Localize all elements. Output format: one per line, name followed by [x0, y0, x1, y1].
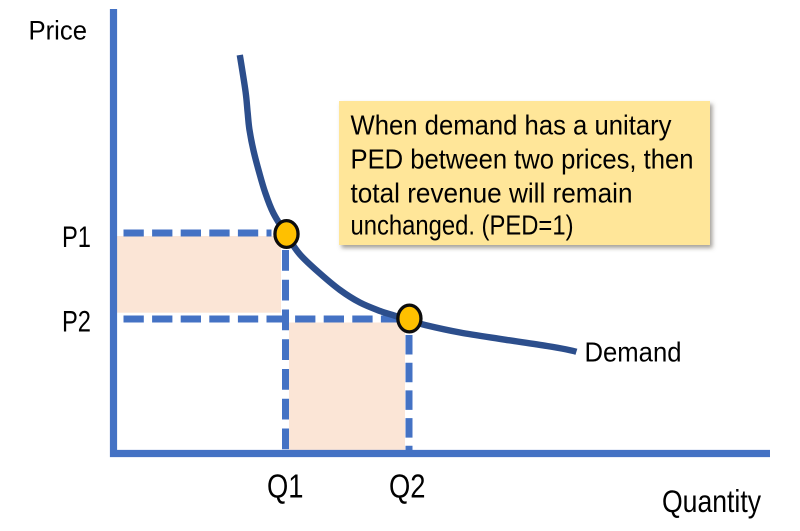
svg-text:Q2: Q2 [389, 468, 426, 505]
svg-text:Demand: Demand [585, 336, 682, 367]
svg-text:Q1: Q1 [267, 468, 304, 505]
svg-text:unchanged. (PED=1): unchanged. (PED=1) [351, 210, 574, 241]
svg-text:total revenue will remain: total revenue will remain [351, 178, 633, 209]
svg-text:When demand has a unitary: When demand has a unitary [351, 110, 672, 141]
svg-text:P1: P1 [62, 221, 91, 254]
svg-text:Price: Price [29, 16, 88, 46]
svg-text:Quantity: Quantity [662, 483, 761, 519]
svg-text:P2: P2 [62, 306, 91, 339]
svg-text:PED between two prices, then: PED between two prices, then [351, 144, 694, 175]
